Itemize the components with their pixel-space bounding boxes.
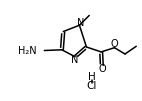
Text: H: H xyxy=(88,72,96,82)
Text: H₂N: H₂N xyxy=(18,45,37,56)
Text: O: O xyxy=(111,39,118,49)
Text: O: O xyxy=(99,64,106,74)
Text: Cl: Cl xyxy=(87,81,97,91)
Text: N: N xyxy=(71,55,78,65)
Text: N: N xyxy=(77,18,84,28)
